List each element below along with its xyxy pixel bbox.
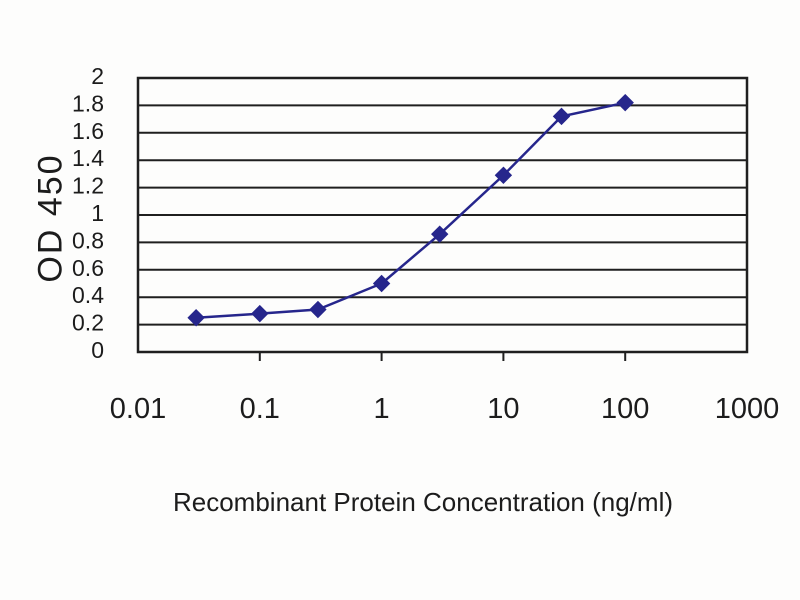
y-tick-label: 2 bbox=[91, 63, 104, 89]
y-tick-label: 1.6 bbox=[72, 118, 104, 144]
x-tick-label: 1000 bbox=[715, 393, 780, 425]
data-point-marker bbox=[616, 93, 634, 112]
data-point-marker bbox=[251, 304, 269, 323]
data-point-marker bbox=[494, 166, 513, 184]
x-tick-label: 0.01 bbox=[110, 393, 166, 425]
y-tick-label: 0.4 bbox=[72, 282, 104, 308]
y-tick-label: 1 bbox=[91, 200, 104, 226]
x-axis-title: Recombinant Protein Concentration (ng/ml… bbox=[172, 487, 674, 517]
plot-border bbox=[136, 76, 749, 354]
x-tick-label: 1 bbox=[374, 393, 390, 425]
x-tick-label: 100 bbox=[601, 393, 649, 425]
series-line bbox=[196, 101, 626, 319]
y-tick-label: 1.2 bbox=[72, 173, 104, 199]
y-axis-title: OD 450 bbox=[31, 153, 70, 283]
data-point-marker bbox=[552, 107, 571, 126]
data-point-marker bbox=[431, 225, 449, 243]
y-tick-label: 0.8 bbox=[72, 227, 104, 253]
x-tick-label: 0.1 bbox=[240, 393, 280, 425]
y-tick-label: 0.2 bbox=[72, 310, 104, 336]
y-tick-label: 1.8 bbox=[72, 90, 104, 116]
data-point-marker bbox=[309, 300, 327, 319]
y-tick-label: 0.6 bbox=[72, 255, 104, 281]
data-point-marker bbox=[372, 274, 391, 293]
y-tick-label: 0 bbox=[91, 337, 104, 363]
data-point-marker bbox=[187, 309, 205, 327]
x-tick-label: 10 bbox=[487, 393, 519, 425]
y-tick-label: 1.4 bbox=[72, 145, 104, 171]
